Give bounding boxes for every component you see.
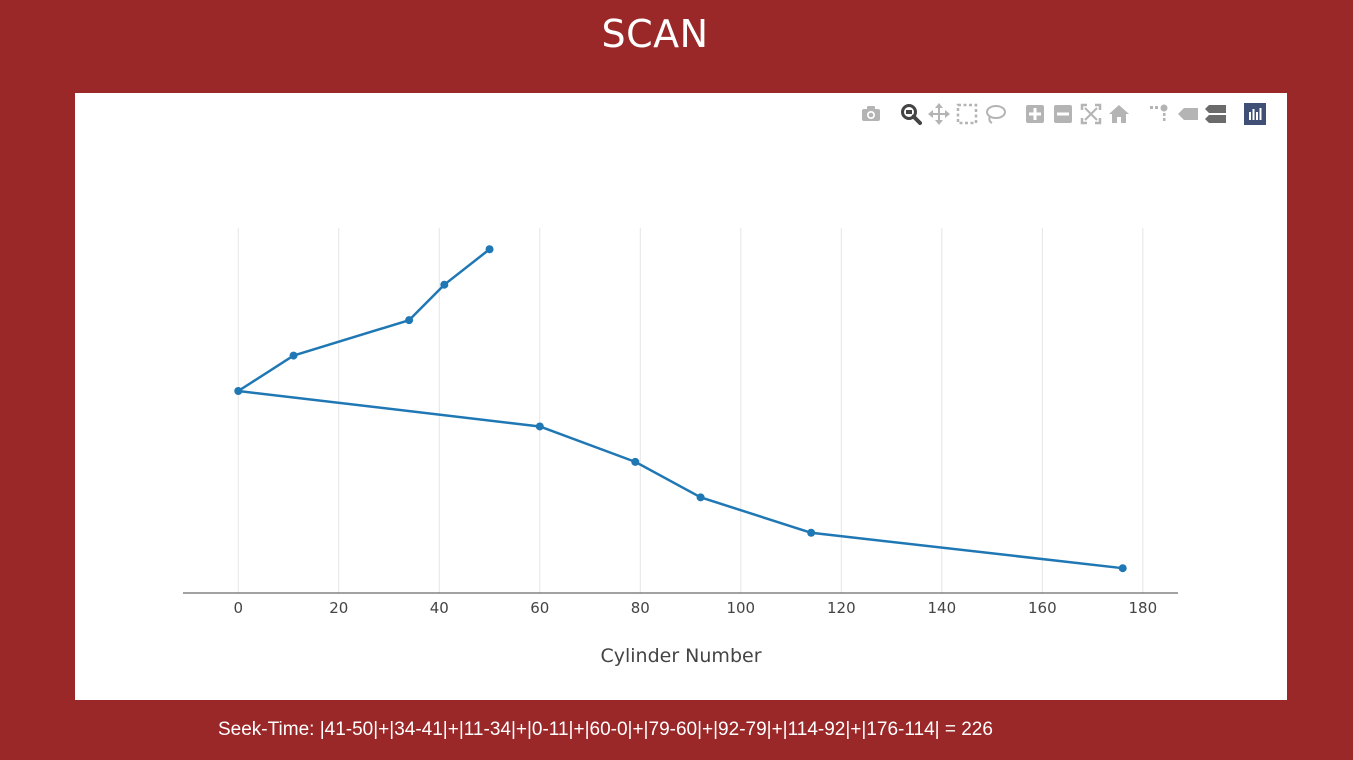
x-tick-label: 140 [927,599,956,617]
chart-panel[interactable]: 0 20 40 60 80 100 120 140 160 180 Cylinder Number [75,93,1287,700]
hover-closest-button[interactable] [1173,103,1201,129]
data-point[interactable] [631,457,640,466]
lasso-select-icon [984,103,1006,129]
series-layer [234,245,1127,573]
data-point[interactable] [696,493,705,502]
x-axis-title: Cylinder Number [600,645,761,667]
seek-time-text: Seek-Time: |41-50|+|34-41|+|11-34|+|0-11… [218,719,993,740]
grid-lines [237,228,1144,593]
camera-button[interactable] [857,103,885,129]
x-tick-label: 60 [530,599,549,617]
x-tick-label: 180 [1129,599,1158,617]
spike-lines-button[interactable] [1145,103,1173,129]
zoom-out-icon [1052,103,1074,129]
zoom-button[interactable] [897,103,925,129]
data-point[interactable] [535,422,544,431]
data-point[interactable] [1118,564,1127,573]
x-axis: 0 20 40 60 80 100 120 140 160 180 [183,592,1178,617]
pan-icon [928,103,950,129]
data-point[interactable] [234,387,243,396]
x-tick-label: 80 [631,599,650,617]
x-tick-label: 20 [329,599,348,617]
data-point[interactable] [807,528,816,537]
zoom-out-button[interactable] [1049,103,1077,129]
autoscale-icon [1080,103,1102,129]
camera-icon [860,103,882,129]
autoscale-button[interactable] [1077,103,1105,129]
data-point[interactable] [485,245,494,254]
zoom-in-icon [1024,103,1046,129]
x-tick-label: 120 [827,599,856,617]
plotly-logo-button[interactable] [1241,103,1269,129]
hover-compare-button[interactable] [1201,103,1229,129]
page-title: SCAN [601,12,709,56]
reset-axes-icon [1108,103,1130,129]
x-tick-label: 160 [1028,599,1057,617]
lasso-select-button[interactable] [981,103,1009,129]
zoom-in-button[interactable] [1021,103,1049,129]
x-tick-label: 100 [726,599,755,617]
modebar-toolbar [857,103,1269,129]
pan-button[interactable] [925,103,953,129]
x-tick-label: 40 [430,599,449,617]
x-tick-label: 0 [234,599,244,617]
zoom-icon [900,103,922,129]
box-select-icon [956,103,978,129]
spike-lines-icon [1148,103,1170,129]
data-point[interactable] [289,351,298,360]
plotly-logo-icon [1244,103,1266,129]
hover-compare-icon [1204,103,1226,129]
line-chart[interactable]: 0 20 40 60 80 100 120 140 160 180 Cylinder Number [75,93,1287,700]
box-select-button[interactable] [953,103,981,129]
reset-axes-button[interactable] [1105,103,1133,129]
data-point[interactable] [440,280,449,289]
hover-closest-icon [1176,103,1198,129]
data-point[interactable] [405,316,414,325]
series-line [237,248,1123,570]
